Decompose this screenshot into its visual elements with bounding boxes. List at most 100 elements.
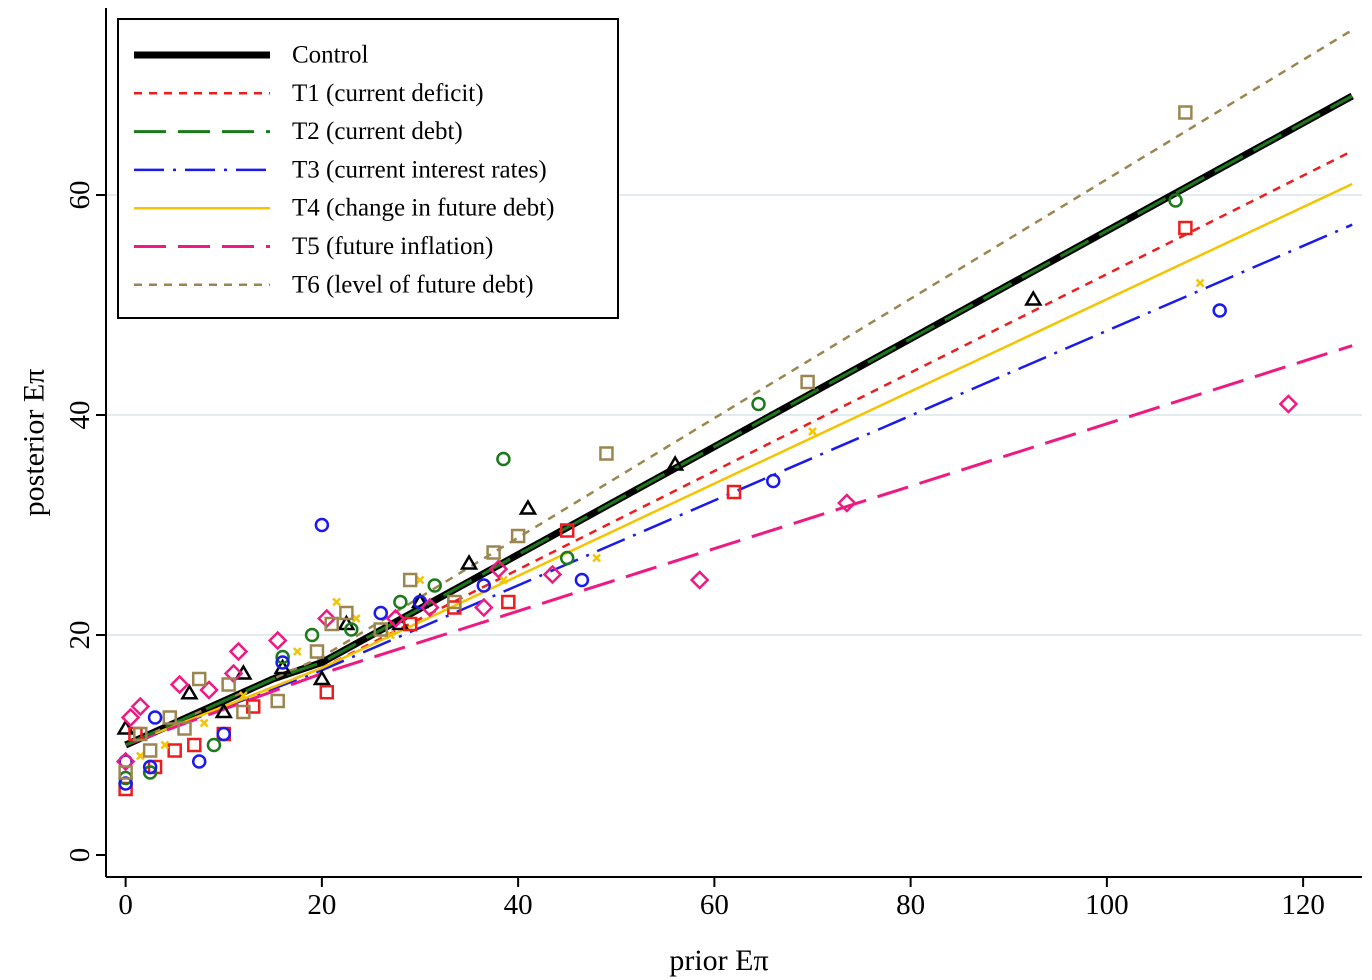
data-point bbox=[339, 605, 354, 621]
legend-label-control: Control bbox=[292, 42, 368, 69]
data-point bbox=[167, 743, 182, 758]
data-point bbox=[1278, 394, 1299, 414]
data-point bbox=[135, 751, 145, 761]
data-point bbox=[518, 499, 538, 515]
data-point bbox=[142, 743, 158, 758]
fit-line-t2 bbox=[124, 94, 1353, 747]
data-point bbox=[510, 528, 526, 544]
series-points-t4 bbox=[135, 278, 1205, 761]
data-point bbox=[1178, 105, 1193, 120]
data-point bbox=[373, 622, 388, 637]
legend-label-t5: T5 (future inflation) bbox=[292, 233, 493, 260]
data-point bbox=[160, 740, 170, 750]
data-point bbox=[402, 572, 418, 588]
data-point bbox=[199, 718, 209, 728]
data-point bbox=[118, 765, 133, 780]
data-point bbox=[147, 710, 163, 725]
data-point bbox=[1168, 193, 1183, 208]
data-point bbox=[393, 594, 408, 610]
legend-label-t2: T2 (current debt) bbox=[292, 118, 463, 145]
data-point bbox=[270, 693, 285, 709]
series-points-t6 bbox=[118, 105, 1193, 780]
x-tick-label-120: 120 bbox=[1281, 889, 1325, 921]
series-points-t2 bbox=[118, 193, 1183, 786]
data-point bbox=[292, 647, 302, 656]
data-point bbox=[180, 683, 199, 700]
data-point bbox=[1024, 290, 1043, 306]
data-point bbox=[238, 691, 248, 700]
data-point bbox=[214, 702, 233, 719]
data-point bbox=[385, 608, 406, 629]
data-point bbox=[1195, 278, 1205, 288]
data-point bbox=[133, 726, 148, 742]
legend-label-t1: T1 (current deficit) bbox=[292, 80, 484, 107]
data-point bbox=[599, 446, 614, 461]
data-point bbox=[574, 572, 590, 588]
data-point bbox=[275, 649, 290, 665]
series-points-control bbox=[116, 290, 1043, 735]
data-point bbox=[162, 710, 178, 725]
data-point bbox=[236, 704, 251, 720]
data-point bbox=[420, 597, 440, 618]
data-point bbox=[332, 597, 341, 607]
series-points-t3 bbox=[118, 303, 1227, 791]
fit-line-t5 bbox=[125, 344, 1353, 747]
data-point bbox=[800, 374, 815, 390]
data-point bbox=[142, 765, 158, 780]
data-point bbox=[312, 669, 332, 686]
data-point bbox=[228, 641, 249, 662]
data-point bbox=[501, 594, 516, 610]
data-point bbox=[488, 559, 509, 579]
x-axis-label: prior Eπ bbox=[669, 944, 768, 977]
data-point bbox=[191, 671, 207, 687]
data-point bbox=[766, 473, 781, 489]
data-point bbox=[177, 721, 192, 736]
data-point bbox=[324, 616, 339, 632]
data-point bbox=[319, 684, 335, 700]
data-point bbox=[351, 614, 361, 623]
data-point bbox=[751, 396, 766, 412]
legend-box bbox=[117, 18, 619, 319]
x-tick-label-40: 40 bbox=[504, 889, 533, 921]
y-tick-label-20: 20 bbox=[64, 621, 96, 650]
data-point bbox=[187, 737, 202, 753]
data-point bbox=[559, 550, 575, 566]
data-point bbox=[191, 754, 207, 769]
data-point bbox=[314, 517, 330, 533]
data-point bbox=[486, 545, 501, 560]
data-point bbox=[837, 493, 857, 513]
fit-line-t4 bbox=[125, 182, 1353, 747]
y-tick-label-60: 60 bbox=[64, 181, 96, 210]
y-tick-label-40: 40 bbox=[64, 401, 96, 430]
data-point bbox=[689, 570, 710, 590]
data-point bbox=[402, 616, 418, 632]
data-point bbox=[542, 564, 563, 585]
legend-label-t6: T6 (level of future debt) bbox=[292, 271, 534, 298]
data-point bbox=[1178, 220, 1193, 236]
data-point bbox=[474, 597, 494, 618]
data-point bbox=[386, 630, 395, 640]
data-point bbox=[120, 707, 141, 728]
data-point bbox=[559, 523, 575, 538]
data-point bbox=[499, 575, 508, 585]
data-point bbox=[415, 575, 425, 585]
data-point bbox=[169, 674, 190, 695]
data-point bbox=[808, 427, 817, 436]
data-point bbox=[344, 622, 359, 637]
data-point bbox=[130, 696, 151, 717]
data-point bbox=[1212, 303, 1227, 318]
x-tick-label-0: 0 bbox=[118, 889, 133, 921]
legend-label-t4: T4 (change in future debt) bbox=[292, 195, 554, 222]
data-point bbox=[206, 737, 222, 753]
data-point bbox=[496, 451, 511, 467]
data-point bbox=[199, 680, 219, 700]
data-point bbox=[115, 751, 136, 772]
data-point bbox=[142, 759, 158, 775]
data-point bbox=[592, 553, 602, 563]
x-tick-label-20: 20 bbox=[307, 889, 336, 921]
data-point bbox=[275, 655, 290, 670]
data-point bbox=[304, 627, 320, 643]
data-point bbox=[216, 726, 231, 742]
